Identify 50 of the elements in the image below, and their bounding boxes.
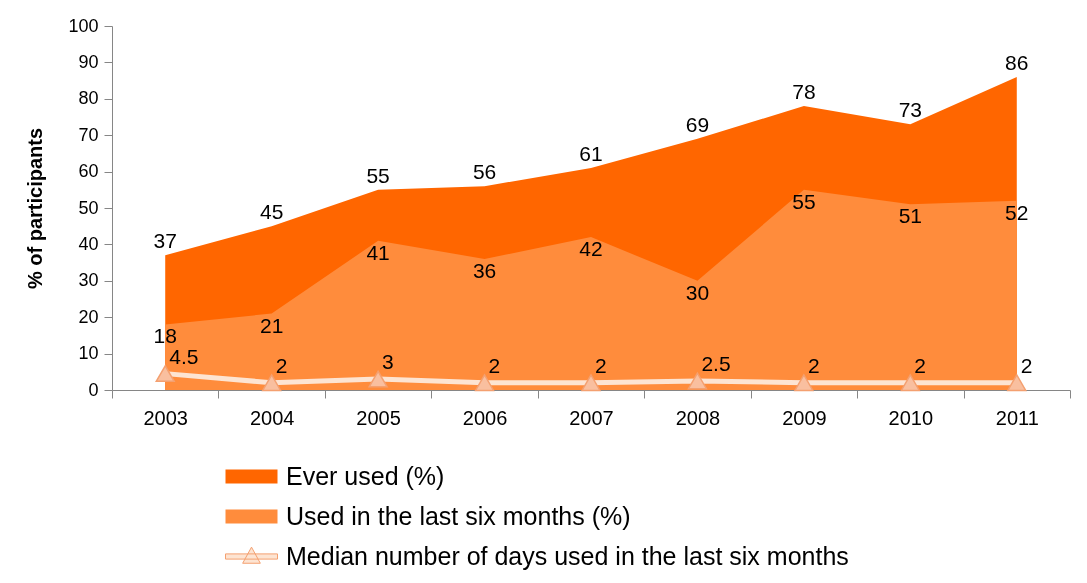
y-tick-label: 80 [78,88,99,109]
data-label: 21 [259,313,284,337]
data-label: 2 [1020,353,1033,377]
data-label: 69 [685,112,710,136]
y-tick-label: 40 [78,233,99,254]
data-label: 30 [685,280,710,304]
data-label: 3 [382,350,394,374]
legend-label: Median number of days used in the last six months [286,541,849,570]
data-label: 51 [898,204,923,228]
data-label: 61 [579,141,603,165]
x-tick-label: 2004 [249,406,295,429]
data-label: 86 [1005,50,1029,74]
data-label: 56 [472,160,497,184]
data-label: 2 [488,353,501,377]
data-label: 52 [1005,200,1029,224]
data-label: 36 [472,258,497,282]
x-tick-label: 2009 [782,406,827,429]
y-tick-label: 60 [78,161,99,182]
data-label: 55 [792,189,816,213]
data-label: 41 [366,240,390,264]
x-tick-label: 2006 [462,406,508,429]
data-label: 2 [595,353,607,377]
legend-label: Ever used (%) [286,461,445,490]
y-tick-label: 50 [78,197,99,218]
data-label: 2 [807,353,820,377]
data-label: 2 [914,353,927,377]
y-tick-label: 90 [78,51,99,72]
data-label: 37 [153,229,177,253]
y-tick-label: 20 [78,306,99,327]
y-tick-label: 30 [78,270,99,291]
data-label: 45 [259,200,284,224]
legend-label: Used in the last six months (%) [286,501,631,530]
y-tick-label: 70 [78,124,99,145]
data-label: 73 [898,98,923,122]
data-label: 2 [275,353,288,377]
x-tick-label: 2011 [995,406,1039,429]
data-label: 2.5 [701,351,731,375]
data-label: 42 [579,237,603,261]
y-tick-label: 100 [68,15,99,36]
data-label: 4.5 [169,344,199,368]
y-axis-title: % of participants [24,127,47,290]
x-tick-label: 2008 [675,406,721,429]
y-tick-label: 0 [88,379,99,400]
x-tick-label: 2010 [888,406,934,429]
data-label: 55 [366,163,390,187]
x-tick-label: 2007 [569,406,614,429]
y-tick-label: 10 [78,343,99,364]
data-label: 78 [792,80,816,104]
x-tick-label: 2005 [356,406,401,429]
x-tick-label: 2003 [143,406,188,429]
